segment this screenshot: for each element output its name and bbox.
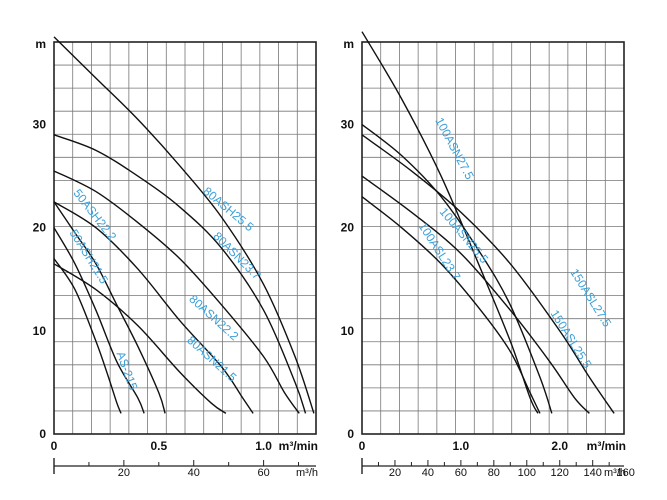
y-axis-label: m bbox=[35, 37, 46, 51]
curves bbox=[53, 36, 315, 414]
y-tick-label: 10 bbox=[341, 324, 355, 338]
x-tick-label: 0 bbox=[359, 439, 366, 453]
pump-curve-unlabeled bbox=[53, 36, 315, 414]
x-tick-label: 2.0 bbox=[551, 439, 568, 453]
pump-curve-100asl23.7 bbox=[361, 196, 541, 414]
y-tick-label: 20 bbox=[33, 221, 47, 235]
y-tick-label: 30 bbox=[33, 118, 47, 132]
secondary-tick-label: 20 bbox=[118, 467, 130, 479]
secondary-tick-label: 60 bbox=[257, 467, 269, 479]
x-tick-label: 0 bbox=[51, 439, 58, 453]
x-tick-label: 0.5 bbox=[150, 439, 167, 453]
secondary-tick-label: 40 bbox=[422, 467, 434, 479]
x-tick-label: 1.0 bbox=[255, 439, 272, 453]
grid bbox=[362, 42, 624, 434]
secondary-tick-label: 160 bbox=[616, 467, 634, 479]
pump-curve-as-215 bbox=[53, 258, 122, 414]
plot-frame bbox=[361, 41, 625, 435]
grid bbox=[54, 42, 316, 434]
pump-curve-150asl27.5 bbox=[361, 134, 615, 414]
secondary-axis: 20 40 60 m³/h bbox=[53, 458, 318, 479]
y-tick-label: 10 bbox=[33, 324, 47, 338]
y-tick-label: 0 bbox=[347, 427, 354, 441]
secondary-tick-label: 100 bbox=[518, 467, 536, 479]
x-axis-label: m³/min bbox=[587, 439, 626, 453]
chart-panel-1: 0 10 20 30 m 0 0.5 1.0 m³/min 20 40 60 m³/h AS-21550A… bbox=[33, 36, 318, 479]
plot-frame bbox=[53, 41, 317, 435]
curve-label: 150ASL25.5 bbox=[548, 307, 595, 371]
pump-curve-100asn25.5 bbox=[361, 123, 553, 414]
pump-curve-50ash21.5 bbox=[53, 227, 145, 414]
pump-curve-100asn27.5 bbox=[361, 31, 539, 414]
chart-panel-2: 0 10 20 30 m 0 1.0 2.0 m³/min 20 40 60 80 100 120 140 16… bbox=[341, 31, 635, 479]
secondary-tick-label: 40 bbox=[188, 467, 200, 479]
pump-curve-50ash22.2 bbox=[53, 201, 166, 414]
y-axis-label: m bbox=[343, 37, 354, 51]
y-tick-label: 30 bbox=[341, 118, 355, 132]
curve-label: 80ASN23.7 bbox=[210, 229, 264, 283]
secondary-axis-label: m³/h bbox=[604, 467, 626, 479]
x-axis-label: m³/min bbox=[279, 439, 318, 453]
curve-labels: 100ASN27.5100ASN25.5100ASL23.7150ASL25.5… bbox=[416, 115, 615, 371]
secondary-tick-label: 140 bbox=[584, 467, 602, 479]
y-tick-label: 0 bbox=[39, 427, 46, 441]
secondary-axis-label: m³/h bbox=[296, 467, 318, 479]
pump-curve-80asn23.7 bbox=[53, 170, 300, 414]
secondary-tick-label: 20 bbox=[389, 467, 401, 479]
pump-curve-150asl25.5 bbox=[361, 175, 590, 414]
pump-curve-80ash25.5 bbox=[53, 134, 307, 414]
curve-label: AS-215 bbox=[114, 350, 141, 393]
curve-labels: AS-21550ASH21.550ASH22.280ASN21.580ASN22… bbox=[67, 184, 264, 392]
pump-curve-80asn21.5 bbox=[53, 263, 227, 414]
curve-label: 150ASL27.5 bbox=[567, 266, 614, 330]
secondary-tick-label: 120 bbox=[551, 467, 569, 479]
secondary-tick-label: 80 bbox=[488, 467, 500, 479]
curves bbox=[361, 31, 615, 414]
y-tick-label: 20 bbox=[341, 221, 355, 235]
secondary-tick-label: 60 bbox=[455, 467, 467, 479]
x-tick-label: 1.0 bbox=[453, 439, 470, 453]
pump-curve-80asn22.2 bbox=[53, 201, 254, 414]
